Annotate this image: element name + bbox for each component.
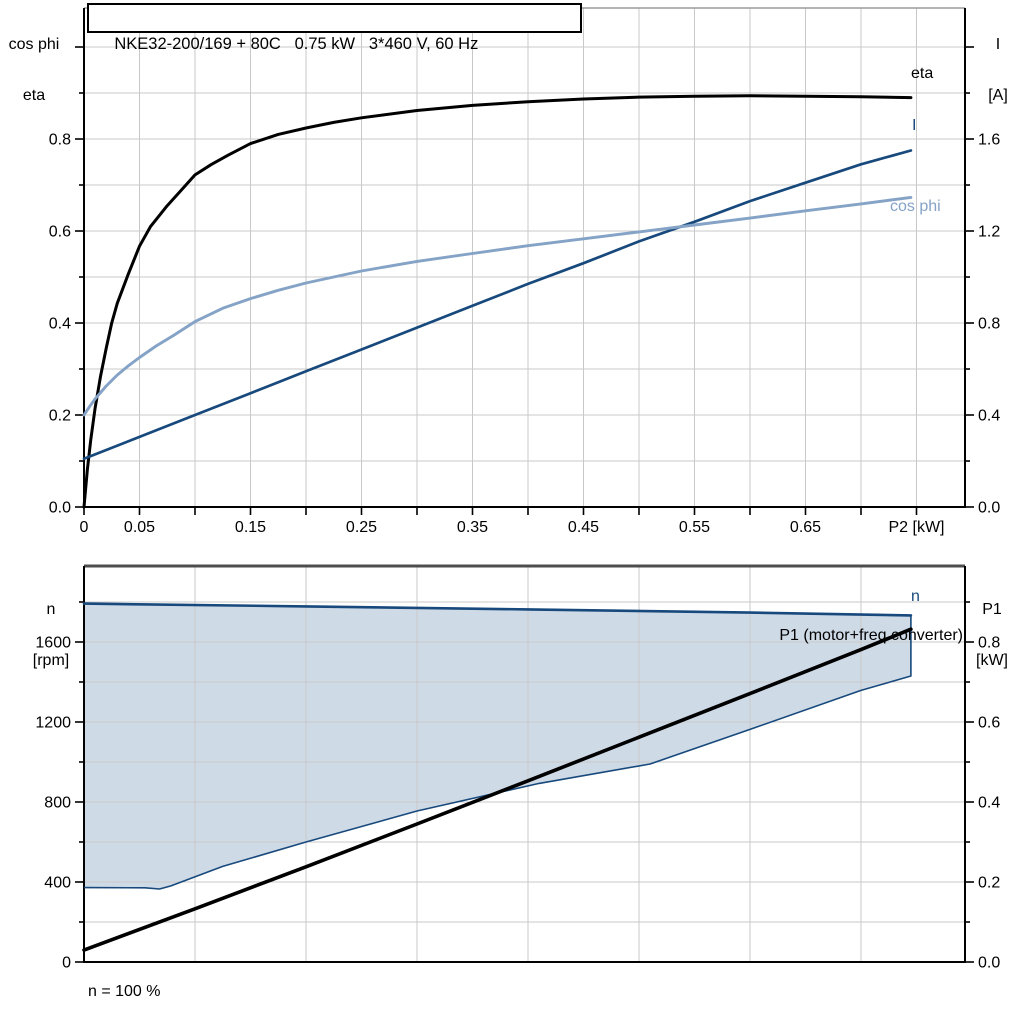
y-tick-label-left: 800 [44,795,71,812]
x-tick-label: 0.15 [235,519,266,536]
y-tick-label-right: 0.6 [978,715,1000,732]
y-tick-label-left: 0.2 [49,408,71,425]
series-cos-phi [82,195,913,417]
y-tick-label-right: 0.4 [978,408,1000,425]
axis-label-speed-unit: [rpm] [32,652,70,669]
top-left-axis-label: cos phi eta [4,2,64,138]
y-tick-label-left: 0 [62,955,71,972]
speed-curve-label: n [911,588,920,605]
y-tick-label-right: 0.8 [978,316,1000,333]
cos-phi-curve-label: cos phi [890,198,941,215]
axis-label-current-unit: [A] [988,87,1008,104]
axis-label-cos-phi: cos phi [8,36,60,53]
y-tick-label-right: 0.4 [978,795,1000,812]
speed-range-area [84,603,911,889]
current-curve-label: I [912,117,917,134]
y-tick-label-left: 1200 [35,715,71,732]
axis-label-p1-unit: [kW] [976,652,1008,669]
axis-label-current: I [995,36,1001,53]
chart-title-box: NKE32-200/169 + 80C 0.75 kW 3*460 V, 60 … [87,3,582,53]
series-eta [82,94,913,509]
y-tick-label-right: 0.0 [978,500,1000,517]
axis-label-speed: n [46,601,56,618]
y-tick-label-left: 400 [44,875,71,892]
bottom-left-axis-label: n [rpm] [23,567,79,703]
y-tick-label-right: 1.6 [978,132,1000,149]
axis-label-eta: eta [22,87,46,104]
x-tick-label: 0 [80,519,89,536]
series-n [82,602,913,617]
x-tick-label: 0.35 [457,519,488,536]
x-tick-label: 0.55 [679,519,710,536]
y-tick-label-left: 0.8 [49,132,71,149]
series-i [82,149,913,461]
y-tick-label-left: 1600 [35,635,71,652]
x-axis-title: P2 [kW] [888,519,944,536]
chart-title: NKE32-200/169 + 80C 0.75 kW 3*460 V, 60 … [114,35,479,53]
eta-curve-label: eta [911,65,934,82]
p1-curve-label: P1 (motor+freq.converter) [779,627,963,644]
x-tick-label: 0.25 [346,519,377,536]
y-tick-label-left: 0.0 [49,500,71,517]
bottom-right-axis-label: P1 [kW] [963,567,1021,703]
y-tick-label-left: 0.4 [49,316,71,333]
y-tick-label-right: 1.2 [978,224,1000,241]
y-tick-label-right: 0.2 [978,875,1000,892]
x-tick-label: 0.05 [124,519,155,536]
axis-label-p1: P1 [982,601,1002,618]
top-right-axis-label: I [A] [973,2,1023,138]
series-p1-motor-freq-converter- [82,627,913,952]
y-tick-label-right: 0.8 [978,635,1000,652]
speed-annotation: n = 100 % [88,983,161,1000]
y-tick-label-left: 0.6 [49,224,71,241]
y-tick-label-right: 0.0 [978,955,1000,972]
x-tick-label: 0.45 [568,519,599,536]
x-tick-label: 0.65 [790,519,821,536]
